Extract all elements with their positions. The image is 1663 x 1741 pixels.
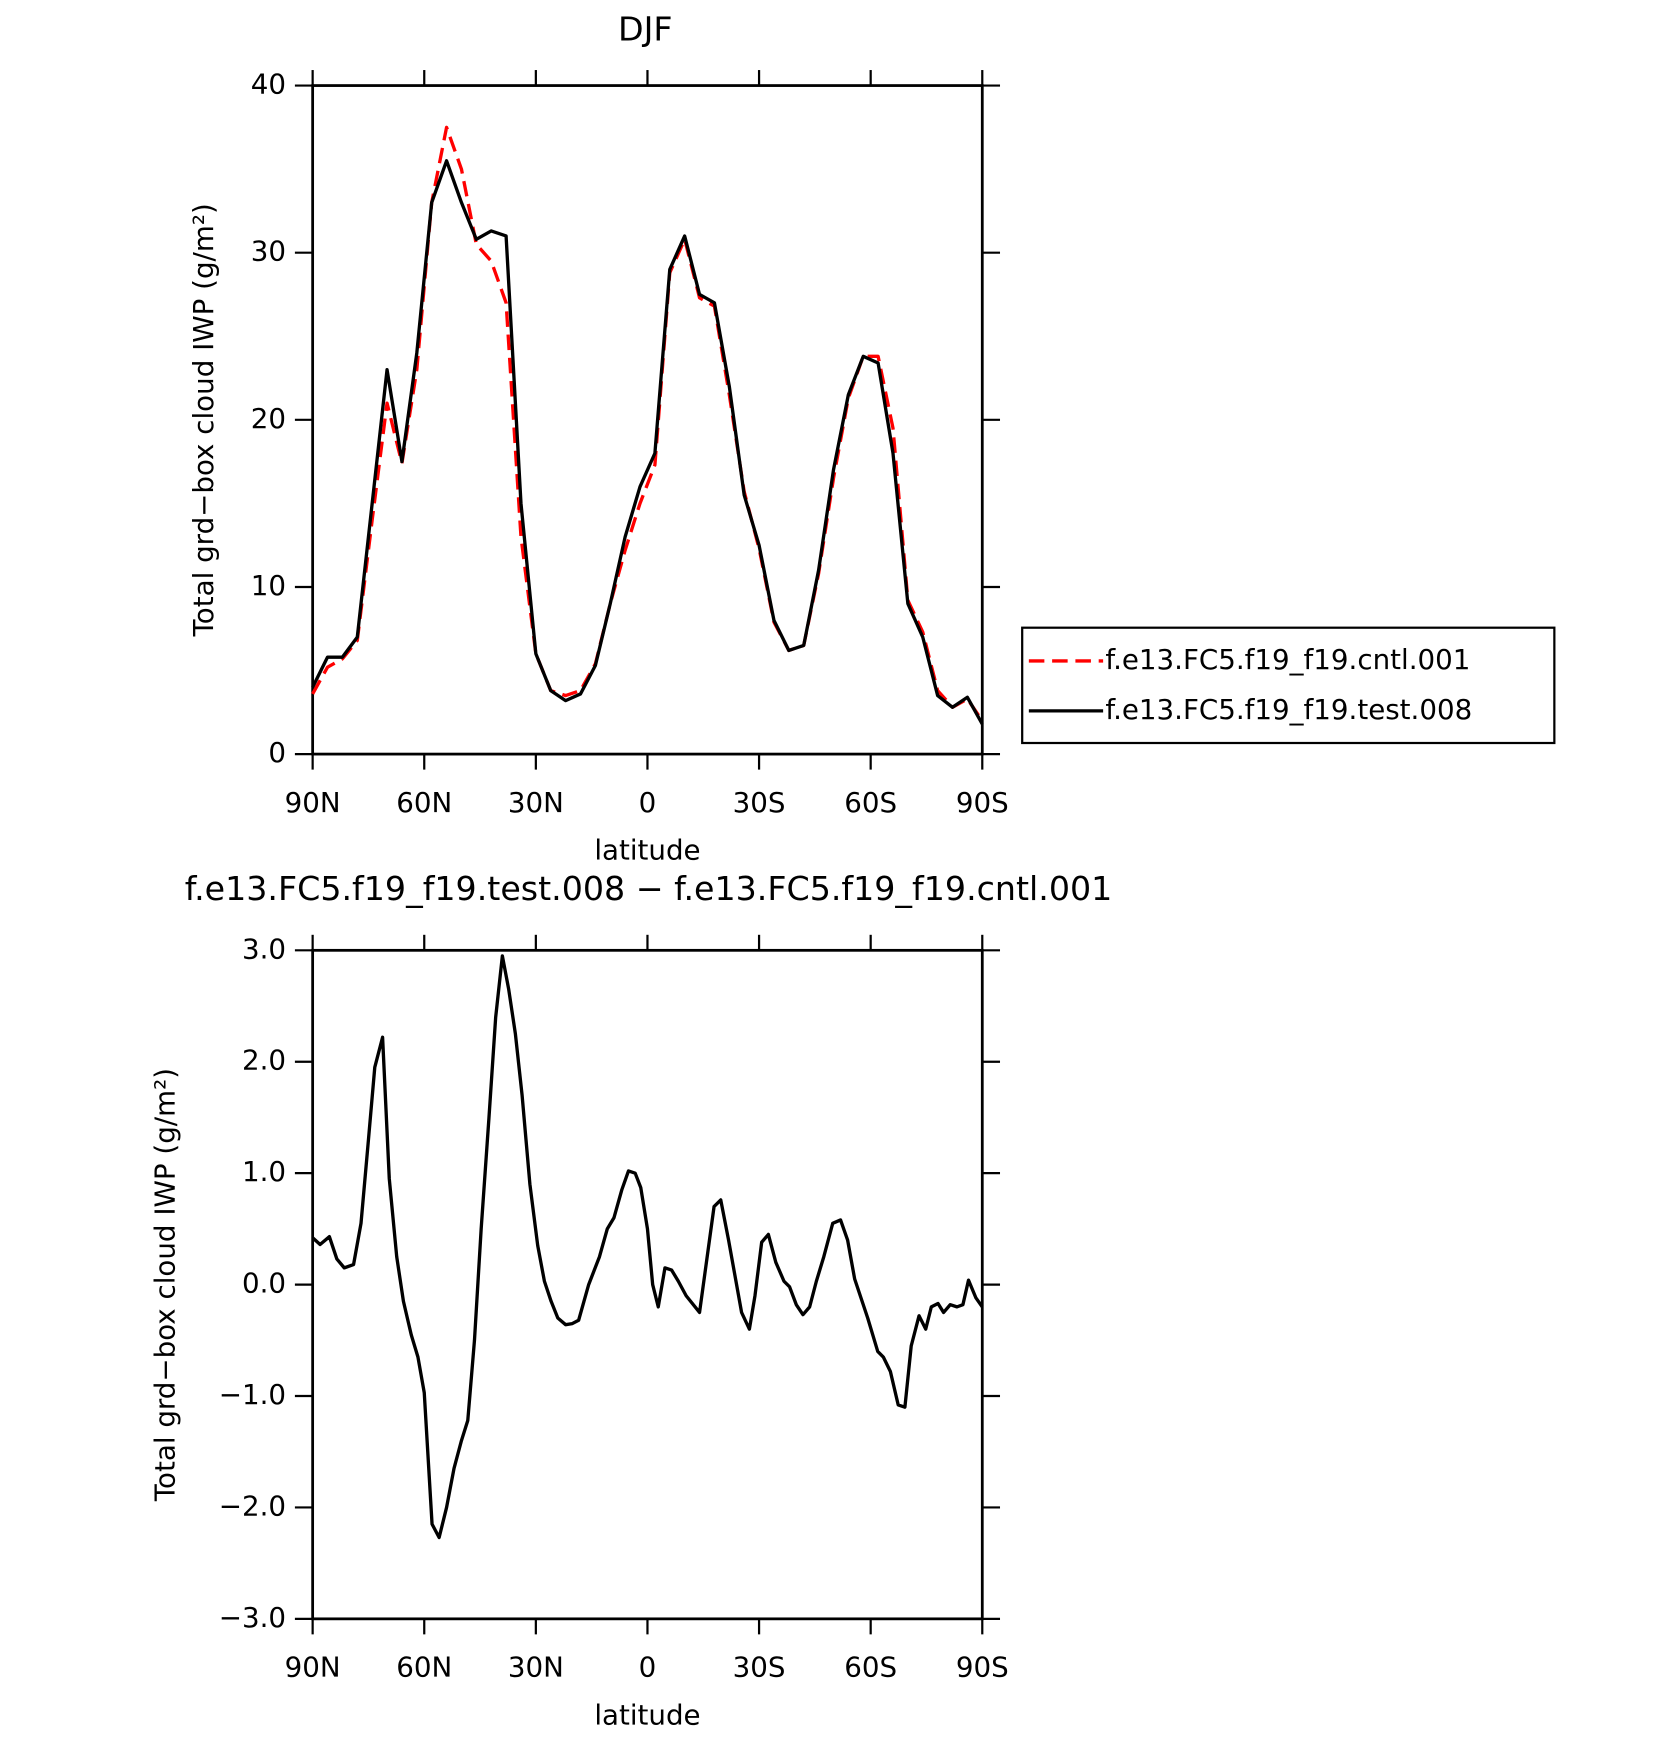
x-tick-label: 0 [639, 786, 657, 819]
y-tick-label: 40 [251, 68, 286, 101]
y-tick-label: 10 [251, 569, 286, 602]
y-tick-label: −2.0 [219, 1489, 286, 1522]
y-tick-label: 0 [268, 736, 286, 769]
x-tick-label: 90S [956, 786, 1009, 819]
legend-label: f.e13.FC5.f19_f19.cntl.001 [1105, 643, 1470, 676]
y-tick-label: 20 [251, 402, 286, 435]
x-tick-label: 60N [396, 786, 452, 819]
data-line [311, 954, 984, 1540]
y-axis-label: Total grd−box cloud IWP (g/m²) [148, 1068, 181, 1502]
x-tick-label: 30N [508, 1651, 564, 1684]
x-tick-label: 90N [285, 1651, 341, 1684]
y-tick-label: −1.0 [219, 1378, 286, 1411]
y-tick-label: 2.0 [242, 1044, 286, 1077]
data-line [311, 159, 984, 725]
x-tick-label: 60S [844, 786, 897, 819]
x-axis-label: latitude [594, 1698, 700, 1731]
x-tick-label: 30S [733, 786, 786, 819]
y-tick-label: 30 [251, 235, 286, 268]
plot-frame [311, 84, 984, 756]
x-tick-label: 90S [956, 1651, 1009, 1684]
y-tick-label: −3.0 [219, 1601, 286, 1634]
y-tick-label: 3.0 [242, 932, 286, 965]
x-tick-label: 30S [733, 1651, 786, 1684]
chart-title: f.e13.FC5.f19_f19.test.008 − f.e13.FC5.f… [185, 869, 1113, 908]
data-line [311, 125, 984, 722]
legend-box [1021, 626, 1556, 745]
x-tick-label: 60N [396, 1651, 452, 1684]
plot-frame [311, 948, 984, 1621]
y-axis-label: Total grd−box cloud IWP (g/m²) [187, 203, 220, 637]
x-tick-label: 60S [844, 1651, 897, 1684]
x-tick-label: 90N [285, 786, 341, 819]
y-tick-label: 0.0 [242, 1267, 286, 1300]
chart-title: DJF [618, 10, 673, 49]
y-tick-label: 1.0 [242, 1155, 286, 1188]
legend-label: f.e13.FC5.f19_f19.test.008 [1105, 693, 1472, 726]
x-axis-label: latitude [594, 834, 700, 867]
x-tick-label: 0 [639, 1651, 657, 1684]
x-tick-label: 30N [508, 786, 564, 819]
